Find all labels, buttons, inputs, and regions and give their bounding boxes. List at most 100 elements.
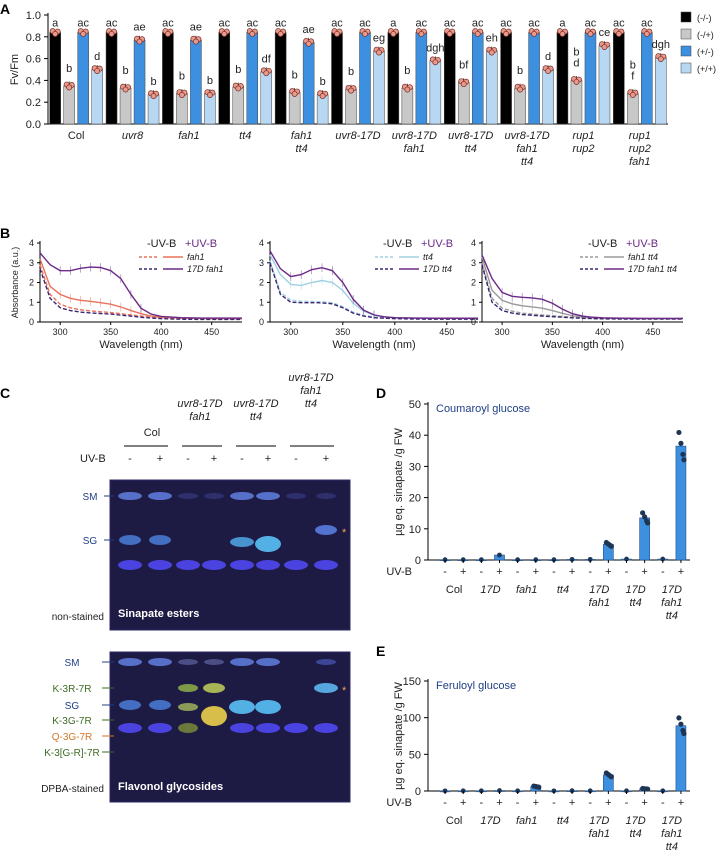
a-x-tick-label: rup1	[629, 130, 651, 142]
a-bar	[77, 32, 89, 125]
d-data-point	[624, 556, 629, 562]
a-bar	[119, 87, 132, 125]
a-data-point	[66, 84, 73, 91]
c-band-sm	[256, 492, 280, 500]
e-uvb-mark: +	[496, 797, 502, 809]
a-data-point	[249, 31, 256, 37]
a-bar	[331, 32, 343, 125]
c-bottom-band-label: K-3[G-R]-7R	[44, 748, 100, 759]
c-bottom-stain-label: DPBA-stained	[41, 784, 104, 795]
e-data-point	[608, 774, 614, 780]
a-bar	[274, 32, 287, 125]
b-y-tick-label: 0	[29, 317, 34, 327]
e-uvb-mark: +	[460, 797, 466, 809]
e-data-point	[478, 788, 484, 794]
d-genotype-label: fah1	[589, 597, 610, 609]
a-significance-letter: ac	[500, 17, 512, 29]
a-x-tick-label: rup2	[629, 143, 651, 155]
c-uvb-mark: +	[211, 453, 217, 465]
b-legend-minus: -UV-B	[588, 238, 617, 250]
e-uvb-mark: -	[661, 797, 665, 809]
d-genotype-label: 17D	[625, 584, 645, 596]
a-legend-swatch	[680, 62, 692, 74]
a-data-point	[80, 31, 87, 37]
c-band-q3g7r	[201, 706, 227, 726]
d-data-point	[645, 520, 651, 526]
c-band-sm	[204, 493, 224, 499]
c-top-stain-label: non-stained	[52, 612, 104, 623]
a-data-point	[305, 40, 312, 47]
a-data-point	[615, 31, 622, 37]
a-data-point	[277, 31, 284, 37]
e-uvb-mark: -	[443, 797, 447, 809]
c-uvb-label: UV-B	[80, 453, 106, 465]
e-y-tick-label: 0	[415, 786, 421, 798]
b-y-tick-label: 4	[29, 238, 34, 248]
b-legend-label: fah1	[187, 252, 205, 262]
c-band-front	[148, 723, 172, 733]
b-spectrum-chart-1: 0 1 2 3 4 300 350 400 450 Wavelength (nm) Absorban…	[10, 238, 243, 351]
c-band-sg	[119, 700, 141, 710]
c-band-sm	[230, 492, 254, 500]
a-data-point	[94, 68, 101, 74]
d-data-point	[681, 457, 687, 463]
a-significance-letter: ac	[275, 17, 287, 29]
c-band-k3r7r	[203, 683, 225, 693]
b-spectrum-chart-3: 0 1 2 3 4 300 350 400 450 Wavelength (nm) -UV-B +UV…	[471, 238, 683, 351]
d-y-tick-label: 20	[409, 493, 421, 505]
d-data-point	[460, 557, 466, 563]
a-bar	[514, 87, 526, 125]
d-genotype-label: fah1	[661, 597, 682, 609]
a-y-axis-label: Fv/Fm	[9, 54, 21, 85]
e-uvb-label: UV-B	[386, 797, 412, 809]
a-bar	[133, 39, 146, 125]
e-uvb-mark: -	[516, 797, 520, 809]
d-uvb-mark: +	[569, 566, 575, 578]
a-data-point	[404, 86, 411, 93]
e-genotype-label: tt4	[629, 828, 641, 840]
d-data-point	[497, 552, 502, 558]
a-bar	[288, 92, 301, 125]
d-uvb-mark: +	[678, 566, 684, 578]
c-band-front	[284, 560, 308, 570]
a-data-point	[643, 31, 650, 37]
a-x-tick-label: tt4	[465, 143, 477, 155]
e-data-point	[587, 788, 593, 794]
a-data-point	[517, 86, 524, 93]
b-x-tick-label: 400	[595, 327, 610, 337]
d-bar	[675, 445, 687, 561]
a-significance-letter: d	[94, 51, 100, 63]
a-significance-letter: dgh	[652, 39, 670, 51]
a-significance-letter: b	[573, 46, 579, 58]
a-y-tick-label: 0.4	[26, 75, 41, 87]
c-bottom-band-label: SG	[65, 701, 80, 712]
panel-label-e: E	[376, 643, 385, 659]
d-data-point	[551, 557, 557, 563]
a-bar	[260, 71, 273, 125]
e-genotype-label: fah1	[589, 828, 610, 840]
a-bar	[443, 32, 456, 125]
b-x-axis-label: Wavelength (nm)	[541, 339, 624, 351]
c-band-new	[314, 683, 338, 693]
c-uvb-mark: -	[128, 453, 132, 465]
a-bar	[105, 32, 118, 125]
d-uvb-mark: -	[661, 566, 665, 578]
b-x-tick-label: 350	[545, 327, 560, 337]
b-y-tick-label: 1	[29, 297, 34, 307]
a-significance-letter: b	[292, 69, 298, 81]
d-data-point	[680, 451, 686, 457]
d-data-point	[515, 557, 521, 563]
d-data-point	[642, 514, 648, 520]
c-band-sm	[118, 658, 142, 666]
c-genotype-label: tt4	[250, 411, 262, 423]
b-x-axis-label: Wavelength (nm)	[99, 339, 182, 351]
d-uvb-mark: -	[552, 566, 556, 578]
a-significance-letter: ac	[359, 17, 371, 29]
a-significance-letter: b	[66, 63, 72, 75]
c-band-sg	[230, 537, 254, 547]
e-genotype-label: 17D	[662, 815, 682, 827]
b-x-tick-label: 450	[439, 327, 454, 337]
b-x-tick-label: 400	[154, 327, 169, 337]
a-x-tick-label: fah1	[291, 130, 312, 142]
e-uvb-mark: +	[678, 797, 684, 809]
